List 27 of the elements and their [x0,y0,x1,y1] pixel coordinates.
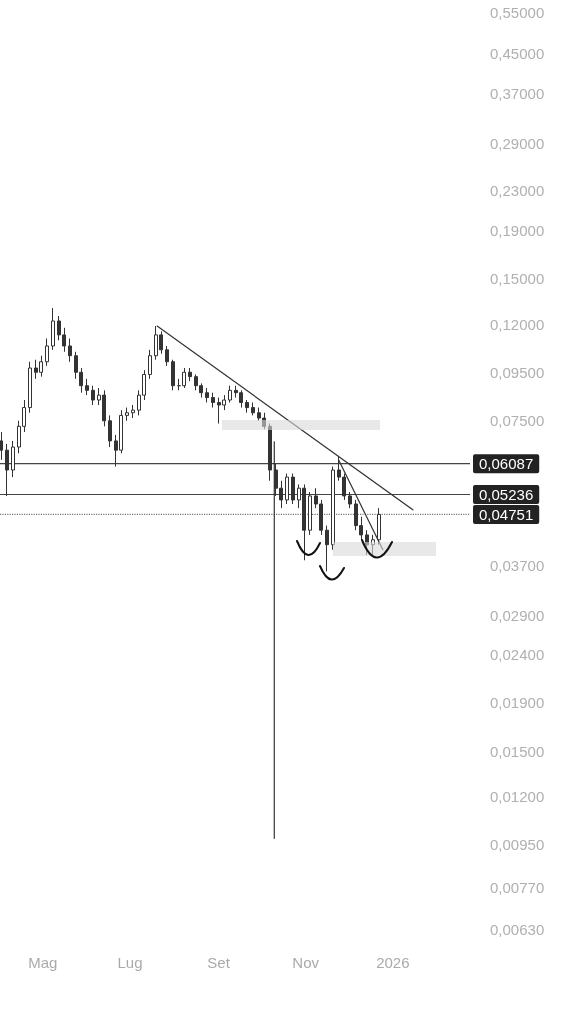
ref-line-label: 0,06087 [479,455,534,473]
y-tick-label: 0,02400 [490,646,545,664]
y-tick-label: 0,37000 [490,84,545,102]
y-tick-label: 0,29000 [490,134,545,152]
y-tick-label: 0,01900 [490,694,545,712]
ref-line-label: 0,04751 [479,505,534,523]
x-tick-label: 2026 [376,954,410,971]
x-tick-label: Set [207,954,231,971]
y-tick-label: 0,55000 [490,3,545,21]
y-tick-label: 0,19000 [490,221,545,239]
y-tick-label: 0,02900 [490,607,545,625]
y-tick-label: 0,12000 [490,315,545,333]
y-tick-label: 0,23000 [490,182,545,200]
y-tick-label: 0,00950 [490,836,545,854]
y-tick-label: 0,09500 [490,363,545,381]
y-tick-label: 0,15000 [490,270,545,288]
y-tick-label: 0,01200 [490,788,545,806]
x-tick-label: Lug [117,954,143,971]
y-tick-label: 0,01500 [490,742,545,760]
y-tick-label: 0,03700 [490,557,545,575]
y-tick-label: 0,00630 [490,920,545,938]
x-tick-label: Mag [28,954,58,971]
y-tick-label: 0,45000 [490,44,545,62]
ref-line-label: 0,05236 [479,486,534,504]
y-tick-label: 0,07500 [490,412,545,430]
x-tick-label: Nov [292,954,320,971]
y-tick-label: 0,00770 [490,879,545,897]
